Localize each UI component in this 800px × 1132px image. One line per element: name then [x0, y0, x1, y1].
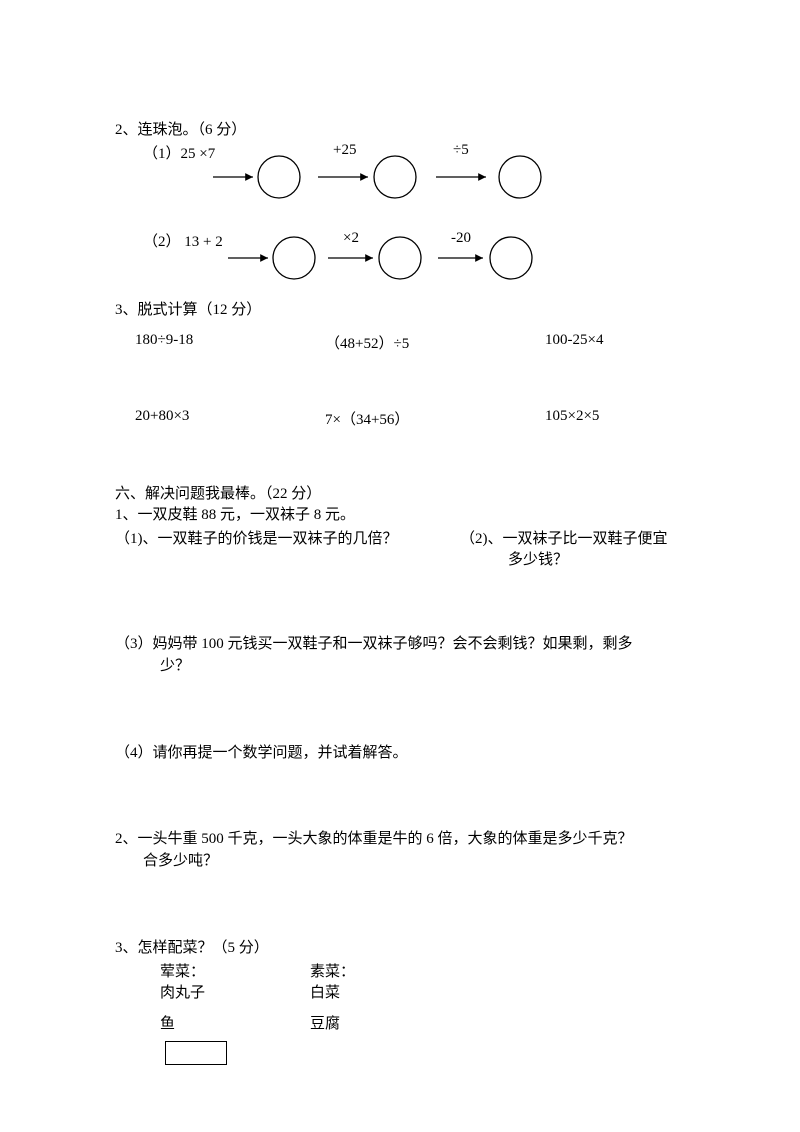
s6-p1-sub12: （1)、一双鞋子的价钱是一双袜子的几倍？ （2)、一双袜子比一双鞋子便宜 多少钱… — [115, 527, 700, 569]
veg1: 白菜 — [310, 981, 430, 1002]
q3-r1c2: （48+52）÷5 — [325, 332, 545, 353]
meat2: 鱼 — [160, 1012, 310, 1033]
s6-p2-line2: 合多少吨？ — [115, 851, 700, 873]
s6-p1-sub2a: （2)、一双袜子比一双鞋子便宜 — [460, 527, 700, 548]
q3-r2c3: 105×2×5 — [545, 408, 705, 429]
chain2-svg — [143, 230, 613, 290]
q3-title: 3、脱式计算（12 分） — [115, 300, 700, 322]
s6-p1-sub4: （4）请你再提一个数学问题，并试着解答。 — [115, 743, 700, 765]
q3-r1c3: 100-25×4 — [545, 332, 705, 353]
s6-p3-title: 3、怎样配菜？（5 分） — [115, 938, 700, 960]
chain-2: （2） 13 + 2 ×2 -20 — [143, 230, 700, 290]
meat1: 肉丸子 — [160, 981, 310, 1002]
s6-p1-intro: 1、一双皮鞋 88 元，一双袜子 8 元。 — [115, 505, 700, 527]
q3-row2: 20+80×3 7×（34+56） 105×2×5 — [135, 408, 700, 429]
s6-p1-sub1: （1)、一双鞋子的价钱是一双袜子的几倍？ — [115, 527, 440, 569]
q3-r1c1: 180÷9-18 — [135, 332, 325, 353]
hdr-meat: 荤菜： — [160, 960, 310, 981]
q3-r2c1: 20+80×3 — [135, 408, 325, 429]
menu-row2: 鱼 豆腐 — [160, 1012, 700, 1033]
s6-p1-sub2b: 多少钱？ — [460, 548, 700, 569]
q3-r2c2: 7×（34+56） — [325, 408, 545, 429]
hdr-veg: 素菜： — [310, 960, 430, 981]
chain1-svg — [143, 142, 613, 202]
q3-row1: 180÷9-18 （48+52）÷5 100-25×4 — [135, 332, 700, 353]
s6-title: 六、解决问题我最棒。（22 分） — [115, 484, 700, 506]
menu-row1: 肉丸子 白菜 — [160, 981, 700, 1002]
veg2: 豆腐 — [310, 1012, 430, 1033]
answer-box — [165, 1041, 227, 1065]
q2-title: 2、连珠泡。（6 分） — [115, 120, 700, 142]
worksheet-page: 2、连珠泡。（6 分） （1）25 ×7 +25 ÷5 （2） — [0, 0, 800, 1125]
chain-1: （1）25 ×7 +25 ÷5 — [143, 142, 700, 202]
s6-p2-line1: 2、一头牛重 500 千克，一头大象的体重是牛的 6 倍，大象的体重是多少千克？ — [115, 829, 700, 851]
menu-headers: 荤菜： 素菜： — [160, 960, 700, 981]
s6-p1-sub3a: （3）妈妈带 100 元钱买一双鞋子和一双袜子够吗？会不会剩钱？如果剩，剩多 — [115, 634, 700, 656]
s6-p1-sub3b: 少？ — [115, 656, 700, 678]
